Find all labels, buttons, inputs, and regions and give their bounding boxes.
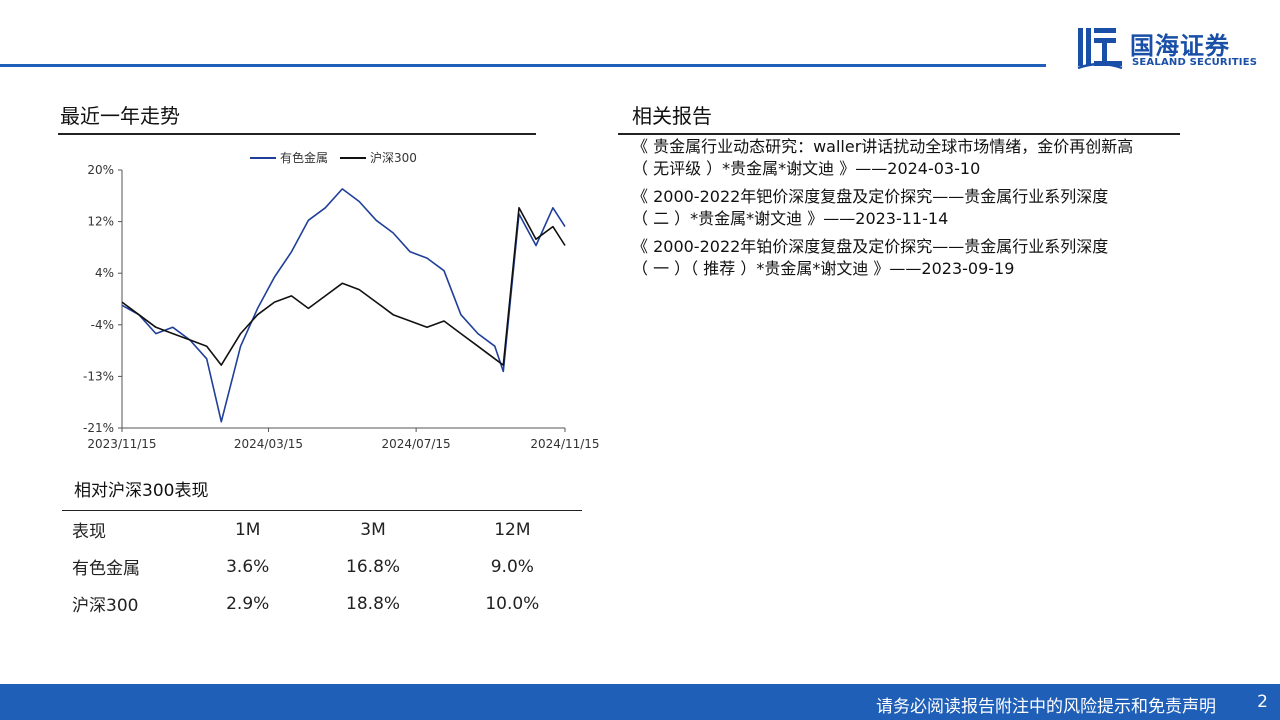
trend-section-title: 最近一年走势 xyxy=(60,104,180,128)
table-cell: 18.8% xyxy=(346,593,401,614)
brand-logo: 国海证券 SEALAND SECURITIES xyxy=(1076,22,1258,72)
legend-label-0: 有色金属 xyxy=(280,150,328,165)
footer-disclaimer: 请务必阅读报告附注中的风险提示和免责声明 xyxy=(876,697,1216,717)
report-item[interactable]: 《 贵金属行业动态研究：waller讲话扰动全球市场情绪，金价再创新高 （ 无评… xyxy=(632,136,1180,180)
sealand-logo-icon xyxy=(1077,28,1123,70)
header-cell: 表现 xyxy=(72,522,106,542)
table-row: 沪深300 2.9% 18.8% 10.0% xyxy=(62,585,582,622)
header-rule xyxy=(0,64,1046,67)
table-cell: 3.6% xyxy=(226,556,270,577)
table-row: 有色金属 3.6% 16.8% 9.0% xyxy=(62,548,582,585)
brand-name-en: SEALAND SECURITIES xyxy=(1132,57,1258,68)
x-tick-label: 2024/03/15 xyxy=(234,437,303,451)
table-cell: 有色金属 xyxy=(72,559,140,579)
related-reports-list: 《 贵金属行业动态研究：waller讲话扰动全球市场情绪，金价再创新高 （ 无评… xyxy=(632,136,1180,286)
report-meta-line: （ 二 ）*贵金属*谢文迪 》——2023-11-14 xyxy=(632,209,949,228)
table-cell: 9.0% xyxy=(490,556,534,577)
y-tick-label: -13% xyxy=(83,369,114,383)
report-meta-line: （ 一 ）（ 推荐 ）*贵金属*谢文迪 》——2023-09-19 xyxy=(632,259,1015,278)
report-item[interactable]: 《 2000-2022年钯价深度复盘及定价探究——贵金属行业系列深度 （ 二 ）… xyxy=(632,186,1180,230)
footer-bar: 请务必阅读报告附注中的风险提示和免责声明 2 xyxy=(0,684,1280,720)
report-title-line: 《 2000-2022年铂价深度复盘及定价探究——贵金属行业系列深度 xyxy=(632,237,1109,256)
x-tick-label: 2023/11/15 xyxy=(87,437,156,451)
y-tick-label: -21% xyxy=(83,421,114,435)
y-tick-label: -4% xyxy=(91,318,114,332)
header-cell: 12M xyxy=(494,519,531,540)
performance-header-row: 表现 1M 3M 12M xyxy=(62,510,582,549)
brand-name-cn: 国海证券 xyxy=(1130,32,1230,60)
trend-chart: 20% 12% 4% -4% -13% -21% 2023/11/15 2024/03/15 2… xyxy=(83,150,600,451)
legend-label-1: 沪深300 xyxy=(370,151,417,165)
page-number: 2 xyxy=(1257,692,1268,712)
table-cell: 2.9% xyxy=(226,593,270,614)
table-cell: 16.8% xyxy=(346,556,401,577)
report-title-line: 《 2000-2022年钯价深度复盘及定价探究——贵金属行业系列深度 xyxy=(632,187,1109,206)
report-title-line: 《 贵金属行业动态研究：waller讲话扰动全球市场情绪，金价再创新高 xyxy=(632,137,1134,156)
x-tick-label: 2024/11/15 xyxy=(530,437,599,451)
report-item[interactable]: 《 2000-2022年铂价深度复盘及定价探究——贵金属行业系列深度 （ 一 ）… xyxy=(632,236,1180,280)
header-cell: 1M xyxy=(234,519,261,540)
series-line-0 xyxy=(121,188,566,423)
reports-section-rule xyxy=(618,133,1180,135)
y-tick-label: 20% xyxy=(87,163,114,177)
x-tick-label: 2024/07/15 xyxy=(382,437,451,451)
series-line-1 xyxy=(121,207,566,366)
header-cell: 3M xyxy=(360,519,386,540)
table-cell: 10.0% xyxy=(485,593,540,614)
performance-table: 表现 1M 3M 12M 有色金属 3.6% 16.8% 9.0% 沪深300 … xyxy=(62,510,582,622)
performance-title: 相对沪深300表现 xyxy=(74,481,209,501)
trend-section-rule xyxy=(58,133,536,135)
y-tick-label: 12% xyxy=(87,215,114,229)
report-meta-line: （ 无评级 ）*贵金属*谢文迪 》——2024-03-10 xyxy=(632,159,981,178)
reports-section-title: 相关报告 xyxy=(632,104,712,128)
y-tick-label: 4% xyxy=(95,266,114,280)
table-cell: 沪深300 xyxy=(72,596,139,616)
